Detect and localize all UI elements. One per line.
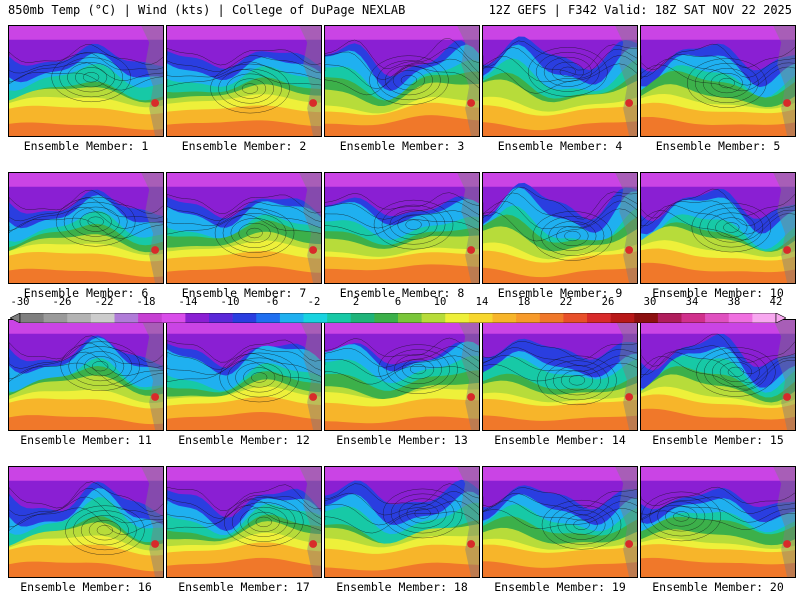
colorbar-swatch xyxy=(540,313,564,323)
colorbar-tick-label: 6 xyxy=(395,296,401,308)
ensemble-label-14: Ensemble Member: 14 xyxy=(482,433,638,447)
colorbar-tick-label: 18 xyxy=(518,296,531,308)
colorbar-swatch xyxy=(516,313,540,323)
colorbar-swatch xyxy=(374,313,398,323)
ensemble-label-19: Ensemble Member: 19 xyxy=(482,580,638,594)
ensemble-map-16 xyxy=(8,466,164,578)
colorbar-tick-label: -2 xyxy=(308,296,321,308)
ensemble-label-12: Ensemble Member: 12 xyxy=(166,433,322,447)
ensemble-map-5 xyxy=(640,25,796,137)
ensemble-label-17: Ensemble Member: 17 xyxy=(166,580,322,594)
ensemble-label-5: Ensemble Member: 5 xyxy=(640,139,796,153)
colorbar-swatch xyxy=(563,313,587,323)
colorbar-swatch xyxy=(611,313,635,323)
ensemble-map-18 xyxy=(324,466,480,578)
colorbar-swatch xyxy=(138,313,162,323)
ensemble-map-1 xyxy=(8,25,164,137)
header-run-info: 12Z GEFS | F342 Valid: 18Z SAT NOV 22 20… xyxy=(489,3,792,17)
colorbar-swatch xyxy=(729,313,753,323)
colorbar-swatch xyxy=(233,313,257,323)
ensemble-map-15 xyxy=(640,319,796,431)
ensemble-label-20: Ensemble Member: 20 xyxy=(640,580,796,594)
ensemble-map-8 xyxy=(324,172,480,284)
ensemble-label-13: Ensemble Member: 13 xyxy=(324,433,480,447)
ensemble-label-8: Ensemble Member: 8 xyxy=(324,286,480,300)
colorbar-max-arrow xyxy=(776,313,786,323)
colorbar-swatch xyxy=(705,313,729,323)
colorbar-swatch xyxy=(20,313,44,323)
ensemble-map-11 xyxy=(8,319,164,431)
colorbar-tick-label: -10 xyxy=(221,296,240,308)
colorbar-swatch xyxy=(327,313,351,323)
ensemble-label-1: Ensemble Member: 1 xyxy=(8,139,164,153)
colorbar-swatch xyxy=(587,313,611,323)
colorbar-tick-label: 34 xyxy=(686,296,699,308)
colorbar-swatch xyxy=(162,313,186,323)
colorbar-tick-label: 26 xyxy=(602,296,615,308)
colorbar-swatch xyxy=(44,313,68,323)
colorbar-swatch xyxy=(67,313,91,323)
colorbar-tick-label: -22 xyxy=(95,296,114,308)
colorbar xyxy=(10,308,786,318)
colorbar-tick-label: 30 xyxy=(644,296,657,308)
ensemble-map-14 xyxy=(482,319,638,431)
colorbar-swatch xyxy=(304,313,328,323)
ensemble-map-7 xyxy=(166,172,322,284)
colorbar-tick-label: -18 xyxy=(137,296,156,308)
colorbar-tick-label: 14 xyxy=(476,296,489,308)
colorbar-tick-label: 38 xyxy=(728,296,741,308)
colorbar-swatch xyxy=(445,313,469,323)
colorbar-swatch xyxy=(752,313,776,323)
ensemble-map-2 xyxy=(166,25,322,137)
colorbar-swatch xyxy=(115,313,139,323)
ensemble-map-12 xyxy=(166,319,322,431)
ensemble-label-3: Ensemble Member: 3 xyxy=(324,139,480,153)
ensemble-map-20 xyxy=(640,466,796,578)
colorbar-tick-label: -14 xyxy=(179,296,198,308)
colorbar-swatch xyxy=(682,313,706,323)
ensemble-label-16: Ensemble Member: 16 xyxy=(8,580,164,594)
ensemble-label-4: Ensemble Member: 4 xyxy=(482,139,638,153)
ensemble-map-4 xyxy=(482,25,638,137)
colorbar-graphic xyxy=(10,313,786,323)
ensemble-label-18: Ensemble Member: 18 xyxy=(324,580,480,594)
ensemble-label-11: Ensemble Member: 11 xyxy=(8,433,164,447)
ensemble-map-10 xyxy=(640,172,796,284)
colorbar-tick-label: -26 xyxy=(53,296,72,308)
colorbar-tick-label: 10 xyxy=(434,296,447,308)
colorbar-swatch xyxy=(658,313,682,323)
colorbar-swatch xyxy=(91,313,115,323)
colorbar-swatch xyxy=(209,313,233,323)
colorbar-swatch xyxy=(185,313,209,323)
colorbar-swatch xyxy=(634,313,658,323)
header-title: 850mb Temp (°C) | Wind (kts) | College o… xyxy=(8,3,405,17)
ensemble-map-19 xyxy=(482,466,638,578)
ensemble-map-13 xyxy=(324,319,480,431)
colorbar-tick-label: 42 xyxy=(770,296,783,308)
colorbar-min-arrow xyxy=(10,313,20,323)
colorbar-swatch xyxy=(256,313,280,323)
colorbar-swatch xyxy=(493,313,517,323)
ensemble-map-9 xyxy=(482,172,638,284)
colorbar-swatch xyxy=(422,313,446,323)
colorbar-tick-label: 22 xyxy=(560,296,573,308)
colorbar-swatch xyxy=(398,313,422,323)
ensemble-label-15: Ensemble Member: 15 xyxy=(640,433,796,447)
colorbar-swatch xyxy=(280,313,304,323)
colorbar-swatch xyxy=(351,313,375,323)
colorbar-tick-label: -6 xyxy=(266,296,279,308)
ensemble-label-2: Ensemble Member: 2 xyxy=(166,139,322,153)
colorbar-tick-label: 2 xyxy=(353,296,359,308)
ensemble-map-6 xyxy=(8,172,164,284)
colorbar-tick-label: -30 xyxy=(11,296,30,308)
ensemble-map-3 xyxy=(324,25,480,137)
colorbar-swatch xyxy=(469,313,493,323)
ensemble-map-17 xyxy=(166,466,322,578)
